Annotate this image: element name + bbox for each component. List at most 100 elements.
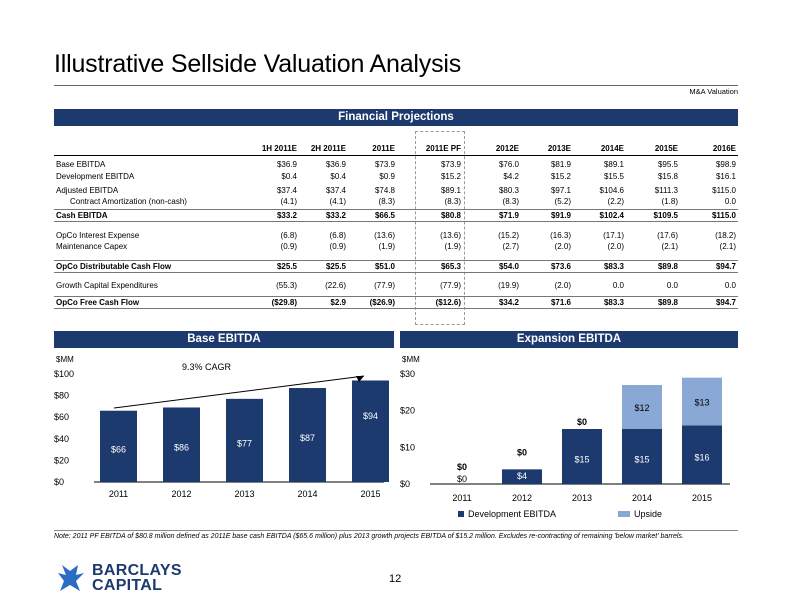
- table-cell: $89.1: [603, 160, 624, 169]
- table-cell: (6.8): [329, 231, 346, 240]
- expansion-ebitda-band: Expansion EBITDA: [400, 331, 738, 348]
- legend-swatch-upside: [618, 511, 630, 517]
- column-header: 2015E: [654, 144, 678, 153]
- legend-label-upside: Upside: [634, 509, 662, 519]
- table-cell: $65.3: [440, 262, 461, 271]
- table-header-rule: [54, 155, 738, 156]
- table-cell: (8.3): [502, 197, 519, 206]
- row-label: Development EBITDA: [56, 172, 135, 181]
- x-tick-label: 2011: [109, 489, 128, 499]
- table-cell: (2.1): [719, 242, 736, 251]
- table-cell: $76.0: [498, 160, 519, 169]
- table-cell: $15.5: [603, 172, 624, 181]
- upside-value-label: $0: [517, 447, 527, 457]
- row-label: Contract Amortization (non-cash): [70, 197, 187, 206]
- table-cell: (2.2): [607, 197, 624, 206]
- bar: [352, 380, 389, 482]
- table-cell: $66.5: [374, 211, 395, 220]
- table-cell: (2.0): [607, 242, 624, 251]
- column-header: 1H 2011E: [261, 144, 297, 153]
- table-cell: $2.9: [330, 298, 346, 307]
- y-tick-label: $40: [54, 434, 69, 444]
- table-cell: ($26.9): [369, 298, 395, 307]
- bar-value-label: $66: [111, 444, 126, 454]
- row-highlight: [54, 209, 738, 222]
- logo-line-2: CAPITAL: [92, 577, 163, 594]
- table-cell: $25.5: [325, 262, 346, 271]
- row-label: Cash EBITDA: [56, 211, 108, 220]
- table-cell: (15.2): [498, 231, 519, 240]
- table-cell: $0.4: [330, 172, 346, 181]
- table-cell: $15.2: [550, 172, 571, 181]
- table-cell: (2.7): [502, 242, 519, 251]
- development-value-label: $4: [517, 471, 527, 481]
- table-cell: ($29.8): [271, 298, 297, 307]
- base-ebitda-band: Base EBITDA: [54, 331, 394, 348]
- table-cell: (13.6): [440, 231, 461, 240]
- table-cell: 0.0: [724, 197, 736, 206]
- table-cell: $71.9: [498, 211, 519, 220]
- table-cell: $97.1: [550, 186, 571, 195]
- y-tick-label: $20: [400, 406, 415, 416]
- title-divider: [54, 85, 738, 86]
- row-label: OpCo Interest Expense: [56, 231, 140, 240]
- barclays-eagle-logo-icon: [58, 565, 84, 591]
- logo-line-1: BARCLAYS: [92, 562, 182, 579]
- table-cell: $34.2: [498, 298, 519, 307]
- bar-value-label: $86: [174, 443, 189, 453]
- section-tag: M&A Valuation: [689, 87, 738, 96]
- column-header: 2H 2011E: [310, 144, 346, 153]
- table-cell: $37.4: [325, 186, 346, 195]
- table-cell: (1.9): [378, 242, 395, 251]
- table-cell: (8.3): [378, 197, 395, 206]
- table-cell: ($12.6): [435, 298, 461, 307]
- table-cell: $33.2: [276, 211, 297, 220]
- row-label: Growth Capital Expenditures: [56, 281, 158, 290]
- legend-swatch-development: [458, 511, 464, 517]
- table-cell: (17.1): [603, 231, 624, 240]
- table-cell: $80.3: [498, 186, 519, 195]
- table-cell: (4.1): [329, 197, 346, 206]
- upside-value-label: $13: [694, 398, 709, 408]
- table-cell: (55.3): [276, 281, 297, 290]
- table-cell: $71.6: [550, 298, 571, 307]
- table-cell: $73.6: [550, 262, 571, 271]
- y-axis-unit: $MM: [56, 355, 74, 364]
- table-cell: $73.9: [374, 160, 395, 169]
- table-cell: $33.2: [325, 211, 346, 220]
- table-cell: (4.1): [280, 197, 297, 206]
- y-tick-label: $60: [54, 412, 69, 422]
- table-cell: (0.9): [329, 242, 346, 251]
- x-tick-label: 2013: [234, 489, 254, 499]
- table-cell: $16.1: [715, 172, 736, 181]
- table-cell: (2.0): [554, 281, 571, 290]
- table-cell: (19.9): [498, 281, 519, 290]
- bar: [163, 407, 200, 482]
- financial-projections-band: Financial Projections: [54, 109, 738, 126]
- table-cell: $73.9: [440, 160, 461, 169]
- upside-value-label: $12: [634, 403, 649, 413]
- row-label: Adjusted EBITDA: [56, 186, 119, 195]
- x-tick-label: 2014: [632, 493, 652, 503]
- table-cell: (1.8): [661, 197, 678, 206]
- cagr-label: 9.3% CAGR: [182, 362, 232, 372]
- development-value-label: $15: [634, 455, 649, 465]
- table-cell: $36.9: [325, 160, 346, 169]
- table-cell: (5.2): [554, 197, 571, 206]
- table-cell: $89.8: [657, 262, 678, 271]
- table-cell: (2.0): [554, 242, 571, 251]
- row-highlight: [54, 296, 738, 309]
- table-cell: $83.3: [603, 298, 624, 307]
- row-label: OpCo Distributable Cash Flow: [56, 262, 172, 271]
- table-cell: (13.6): [374, 231, 395, 240]
- column-header: 2012E: [495, 144, 519, 153]
- y-tick-label: $20: [54, 455, 69, 465]
- table-cell: $89.8: [657, 298, 678, 307]
- pro-forma-highlight: [415, 131, 465, 325]
- table-cell: $36.9: [276, 160, 297, 169]
- bar-value-label: $77: [237, 438, 252, 448]
- y-tick-label: $0: [400, 479, 410, 489]
- table-cell: 0.0: [724, 281, 736, 290]
- development-value-label: $0: [457, 474, 467, 484]
- table-cell: $74.8: [374, 186, 395, 195]
